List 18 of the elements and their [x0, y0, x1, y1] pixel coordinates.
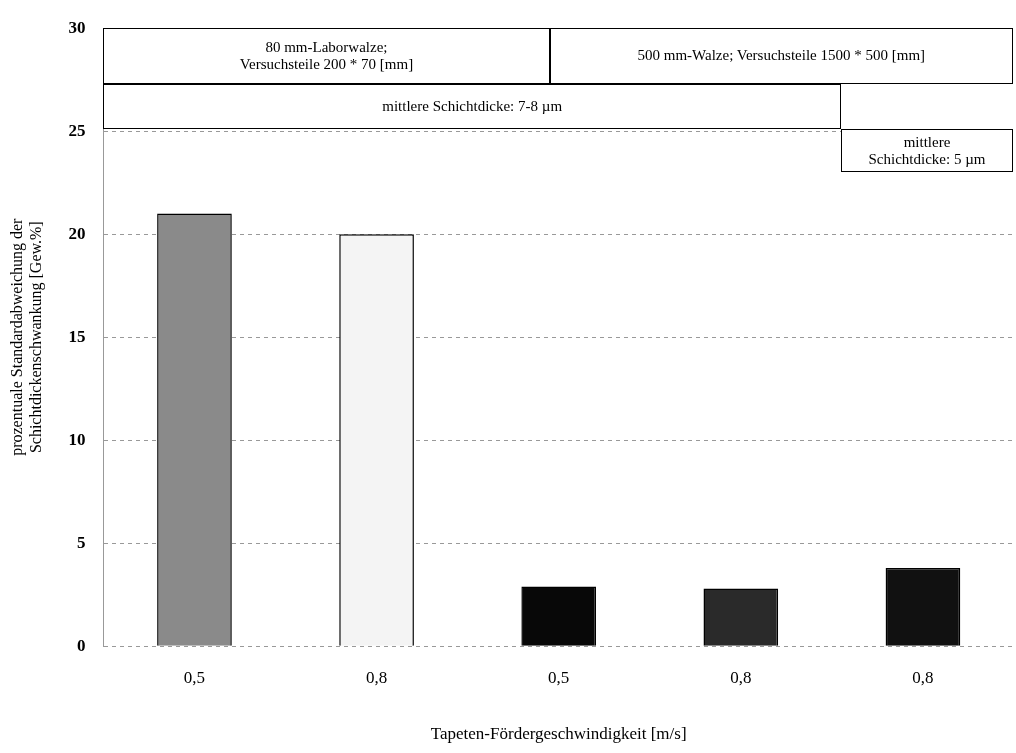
- caption-box: 80 mm-Laborwalze; Versuchsteile 200 * 70 [mm]: [103, 28, 550, 84]
- y-tick-label: 30: [68, 17, 86, 37]
- caption-box: 500 mm-Walze; Versuchsteile 1500 * 500 [mm]: [549, 28, 1013, 84]
- x-tick-label: 0,8: [730, 667, 752, 687]
- x-tick-label: 0,5: [183, 667, 206, 687]
- y-tick-label: 0: [76, 635, 86, 655]
- y-tick-label: 15: [68, 326, 86, 346]
- y-tick-label: 20: [68, 223, 86, 243]
- y-axis-title: prozentuale Standardabweichung der Schichtdickenschwankung [Gew.%]: [7, 217, 45, 456]
- caption-box: mittlere Schichtdicke: 5 µm: [841, 129, 1013, 173]
- x-tick-label: 0,5: [548, 667, 570, 687]
- y-tick-label: 10: [68, 429, 86, 449]
- y-tick-label: 25: [68, 120, 86, 140]
- x-tick-label: 0,8: [912, 667, 934, 687]
- x-tick-label: 0,8: [365, 667, 388, 687]
- caption-box: mittlere Schichtdicke: 7-8 µm: [103, 83, 841, 130]
- y-tick-label: 5: [76, 532, 86, 552]
- x-axis-title: Tapeten-Fördergeschwindigkeit [m/s]: [430, 724, 687, 744]
